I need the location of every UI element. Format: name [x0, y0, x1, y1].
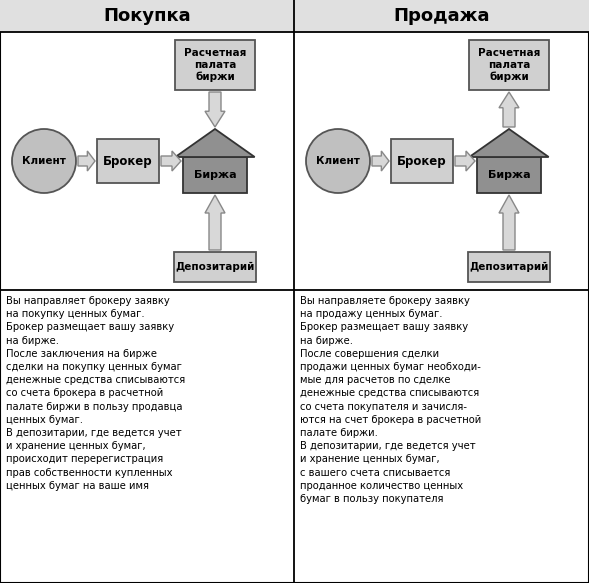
Text: Покупка: Покупка: [103, 7, 191, 25]
Polygon shape: [161, 151, 181, 171]
Bar: [0, 0, 294, 32]
Bar: [469, 40, 549, 90]
Text: Продажа: Продажа: [393, 7, 489, 25]
Bar: [183, 157, 247, 193]
Bar: [391, 139, 453, 183]
Text: Биржа: Биржа: [194, 170, 236, 180]
Text: Клиент: Клиент: [316, 156, 360, 166]
Polygon shape: [499, 195, 519, 250]
Polygon shape: [455, 151, 475, 171]
Text: Вы направляет брокеру заявку
на покупку ценных бумаг.
Брокер размещает вашу заяв: Вы направляет брокеру заявку на покупку …: [6, 296, 186, 491]
Bar: [468, 252, 550, 282]
Text: Вы направляете брокеру заявку
на продажу ценных бумаг.
Брокер размещает вашу зая: Вы направляете брокеру заявку на продажу…: [300, 296, 481, 504]
Text: Брокер: Брокер: [397, 154, 447, 167]
Text: Расчетная
палата
биржи: Расчетная палата биржи: [478, 48, 540, 82]
Bar: [97, 139, 159, 183]
Polygon shape: [78, 151, 95, 171]
Bar: [174, 252, 256, 282]
Bar: [175, 40, 255, 90]
Text: Брокер: Брокер: [103, 154, 153, 167]
Text: Биржа: Биржа: [488, 170, 530, 180]
Text: Депозитарий: Депозитарий: [469, 262, 549, 272]
Text: Расчетная
палата
биржи: Расчетная палата биржи: [184, 48, 246, 82]
Bar: [294, 0, 589, 32]
Text: Клиент: Клиент: [22, 156, 66, 166]
Polygon shape: [205, 195, 225, 250]
Polygon shape: [176, 129, 254, 157]
Polygon shape: [499, 92, 519, 127]
Bar: [477, 157, 541, 193]
Polygon shape: [469, 129, 549, 157]
Polygon shape: [205, 92, 225, 127]
Circle shape: [306, 129, 370, 193]
Circle shape: [12, 129, 76, 193]
Text: Депозитарий: Депозитарий: [176, 262, 254, 272]
Polygon shape: [372, 151, 389, 171]
